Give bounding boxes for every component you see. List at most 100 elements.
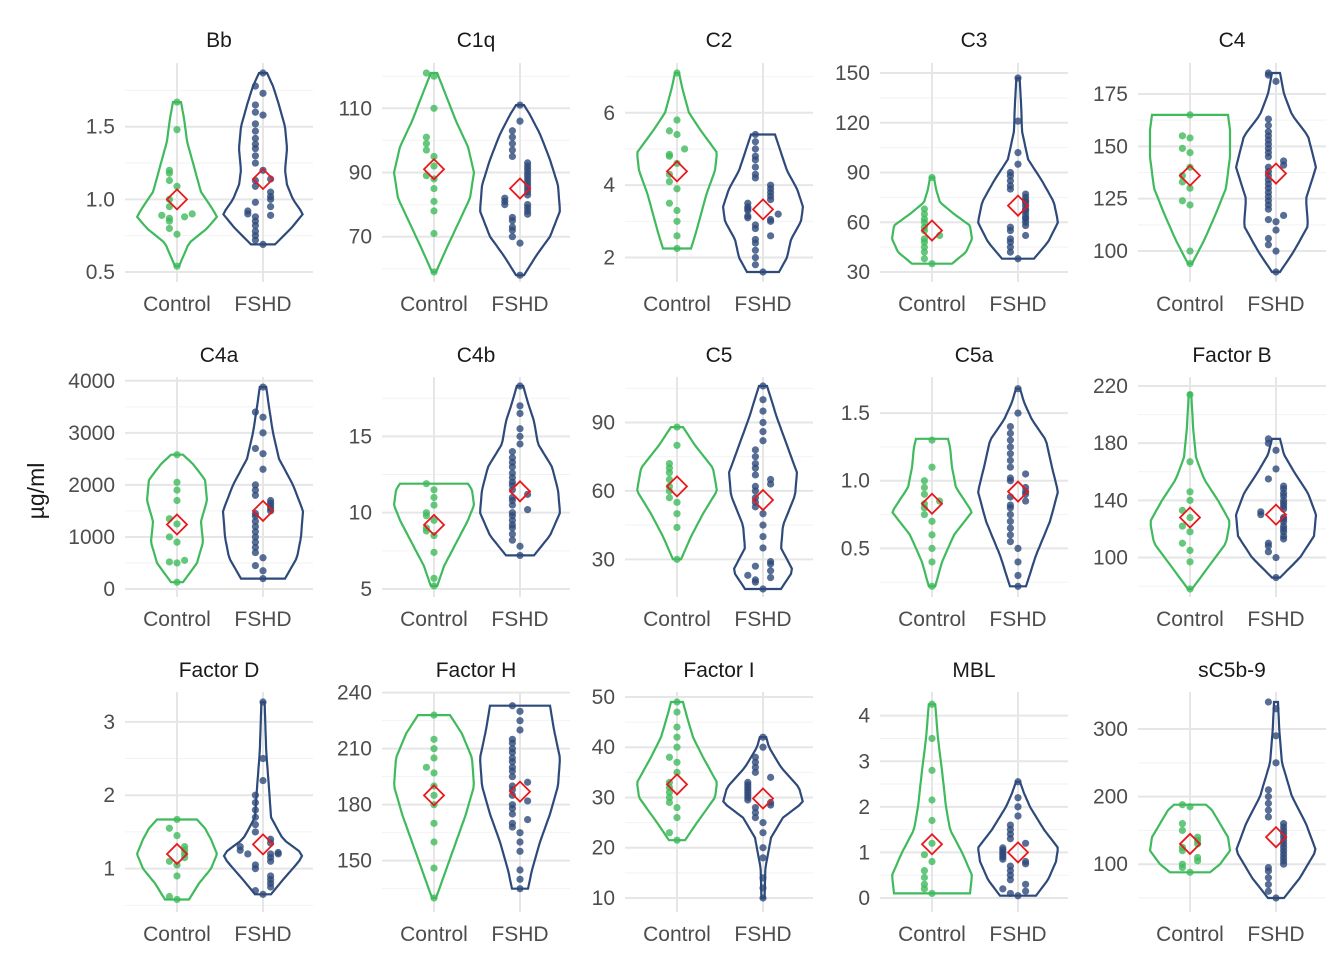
violin-fshd: [727, 384, 799, 591]
y-tick-label: 1.5: [841, 402, 870, 425]
data-point: [259, 89, 267, 97]
data-point: [516, 829, 524, 837]
data-point: [1194, 853, 1202, 862]
data-point: [673, 523, 681, 532]
data-point: [673, 768, 681, 776]
data-point: [1280, 482, 1288, 490]
data-point: [430, 72, 438, 80]
x-tick-label: FSHD: [491, 293, 548, 316]
data-point: [173, 895, 181, 904]
data-point: [928, 816, 936, 825]
data-point: [508, 454, 516, 462]
data-point: [928, 889, 936, 898]
data-point: [1264, 863, 1272, 872]
data-point: [928, 558, 936, 566]
data-point: [1257, 508, 1265, 516]
data-point: [1280, 211, 1288, 220]
data-point: [508, 763, 516, 771]
violin-control: [136, 818, 218, 901]
x-tick-label: FSHD: [491, 608, 548, 631]
data-point: [251, 408, 259, 416]
y-tick-label: 100: [1093, 547, 1128, 570]
y-tick-label: 4: [858, 705, 870, 728]
data-point: [430, 574, 438, 582]
y-tick-label: 3: [858, 750, 870, 773]
x-tick-label: Control: [400, 608, 468, 631]
data-point: [1272, 247, 1280, 255]
mean-marker: [665, 160, 689, 183]
data-point: [181, 213, 189, 221]
y-tick-label: 1: [858, 841, 870, 864]
y-tick-label: 50: [592, 686, 615, 709]
y-tick-label: 20: [592, 837, 615, 860]
x-tick-label: FSHD: [234, 608, 291, 631]
facet-title: C3: [961, 29, 988, 52]
y-axis-label: µg/ml: [23, 463, 49, 520]
data-point: [1264, 121, 1272, 129]
data-point: [1006, 235, 1015, 243]
data-point: [673, 743, 681, 751]
data-point: [1186, 496, 1194, 504]
data-point: [508, 233, 516, 241]
data-point: [422, 69, 430, 77]
mean-marker: [665, 773, 689, 796]
data-point: [673, 758, 681, 766]
data-point: [673, 733, 681, 741]
data-point: [267, 496, 275, 505]
data-point: [673, 130, 681, 139]
data-point: [430, 819, 438, 827]
data-point: [759, 585, 767, 593]
y-tick-label: 2000: [68, 474, 115, 497]
data-point: [430, 104, 438, 112]
violin-control: [393, 714, 475, 900]
data-point: [1272, 465, 1280, 473]
mean-marker: [1178, 832, 1202, 856]
data-point: [665, 793, 674, 802]
data-point: [244, 850, 252, 858]
data-point: [673, 510, 681, 518]
data-point: [251, 140, 259, 148]
y-tick-label: 100: [1093, 240, 1128, 263]
data-point: [430, 486, 438, 494]
mean-marker: [1264, 825, 1288, 849]
data-point: [1014, 409, 1022, 417]
data-point: [759, 268, 767, 276]
data-point: [173, 182, 181, 190]
y-tick-label: 4000: [68, 370, 115, 393]
x-tick-label: Control: [898, 608, 966, 631]
data-point: [665, 459, 674, 468]
data-point: [1014, 544, 1022, 553]
data-point: [1272, 77, 1280, 85]
data-point: [751, 253, 760, 262]
mean-marker: [508, 177, 532, 200]
data-point: [928, 531, 936, 539]
data-point: [928, 766, 936, 774]
data-point: [1178, 522, 1186, 530]
y-tick-label: 60: [592, 480, 615, 503]
x-tick-label: FSHD: [989, 608, 1046, 631]
x-tick-label: Control: [643, 923, 711, 946]
data-point: [751, 446, 760, 454]
data-point: [751, 261, 760, 269]
data-point: [251, 444, 259, 453]
data-point: [259, 240, 267, 249]
data-point: [1264, 887, 1272, 895]
data-point: [1022, 470, 1030, 478]
data-point: [1264, 793, 1272, 801]
data-point: [1006, 538, 1015, 546]
y-tick-label: 2: [103, 784, 115, 807]
facet-panel: C5 30 60 90 Control FSHD: [592, 344, 813, 631]
data-point: [1022, 231, 1030, 240]
y-tick-label: 0: [103, 578, 115, 601]
y-tick-label: 150: [337, 850, 372, 873]
y-tick-label: 175: [1093, 83, 1128, 106]
data-point: [430, 207, 438, 215]
data-point: [673, 498, 681, 506]
data-point: [744, 212, 752, 220]
data-point: [430, 735, 438, 743]
data-point: [928, 463, 936, 471]
facet-panel: Factor I 10 20 30 40 50 Control FSHD: [592, 659, 813, 946]
data-point: [928, 173, 936, 182]
y-tick-label: 3: [103, 711, 115, 734]
data-point: [259, 383, 267, 391]
